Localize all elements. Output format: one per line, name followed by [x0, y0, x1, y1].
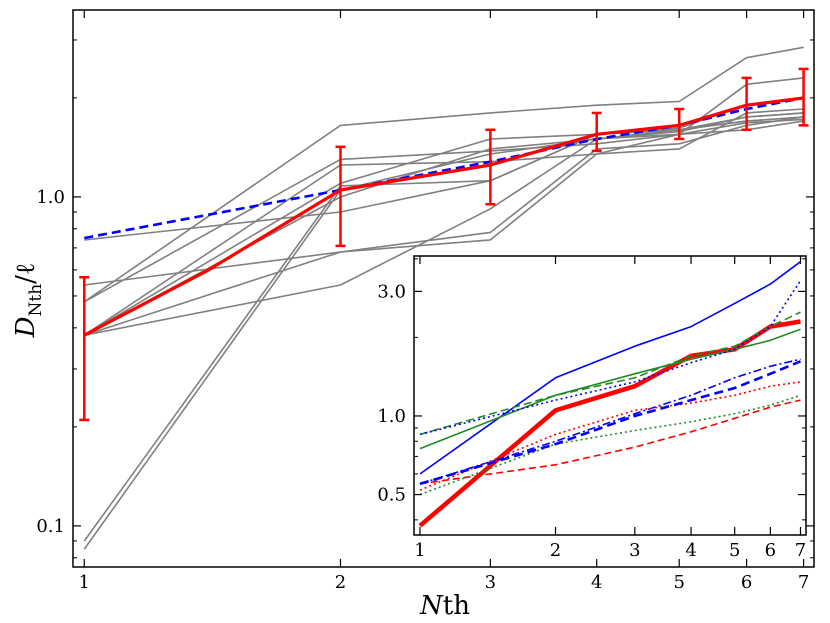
main-x-tick-label: 2 — [335, 572, 346, 593]
y-axis-label: DNth/ℓ — [11, 263, 46, 339]
inset-series-line-7 — [419, 381, 801, 491]
main-error-bar-6 — [741, 76, 752, 132]
main-error-bar-1 — [79, 275, 90, 422]
inset-series-line-10 — [419, 360, 801, 486]
main-series-line-9 — [84, 116, 804, 241]
main-x-tick-label: 4 — [591, 572, 602, 593]
main-plot: 1 2 3 4 5 6 70.11.0 — [36, 9, 815, 593]
inset-series-line-8 — [419, 399, 801, 485]
inset-x-tick-label: 6 — [765, 540, 776, 561]
main-x-tick-label: 5 — [673, 572, 684, 593]
main-x-tick-label: 7 — [798, 572, 809, 593]
inset-x-tick-label: 2 — [550, 540, 561, 561]
main-error-bar-3 — [485, 128, 496, 206]
main-series-line-2 — [83, 46, 804, 303]
inset-x-tick-label: 7 — [795, 540, 806, 561]
main-error-bar-2 — [335, 145, 346, 248]
inset-x-tick-label: 4 — [685, 540, 696, 561]
inset-y-tick-label: 3.0 — [377, 281, 406, 302]
inset-x-tick-label: 3 — [629, 540, 640, 561]
inset-series-line-4 — [419, 311, 801, 436]
main-x-tick-label: 3 — [485, 572, 496, 593]
main-frame — [72, 9, 815, 568]
inset-plot: 1 2 3 4 5 6 7 0.5 1.0 3.0 — [377, 255, 807, 561]
inset-x-tick-label: 1 — [414, 540, 425, 561]
inset-frame — [413, 255, 807, 536]
inset-y-tick-label: 0.5 — [377, 485, 406, 506]
inset-series-group — [418, 261, 802, 528]
main-error-bar-4 — [591, 111, 602, 153]
inset-series-line-6 — [419, 358, 801, 485]
main-x-tick-label: 6 — [741, 572, 752, 593]
inset-series-line-3 — [419, 328, 801, 450]
x-axis-label: Nth — [419, 591, 470, 621]
main-series-line-13 — [83, 96, 804, 337]
main-y-tick-label: 0.1 — [36, 516, 65, 537]
inset-y-tick-label: 1.0 — [377, 406, 406, 427]
main-error-bar-5 — [674, 107, 685, 141]
main-error-bar-7 — [798, 67, 809, 127]
inset-series-line-2 — [419, 261, 801, 475]
inset-series-line-5 — [419, 280, 802, 436]
inset-x-tick-label: 5 — [729, 540, 740, 561]
main-y-tick-label: 1.0 — [36, 187, 65, 208]
main-x-tick-label: 1 — [79, 572, 90, 593]
